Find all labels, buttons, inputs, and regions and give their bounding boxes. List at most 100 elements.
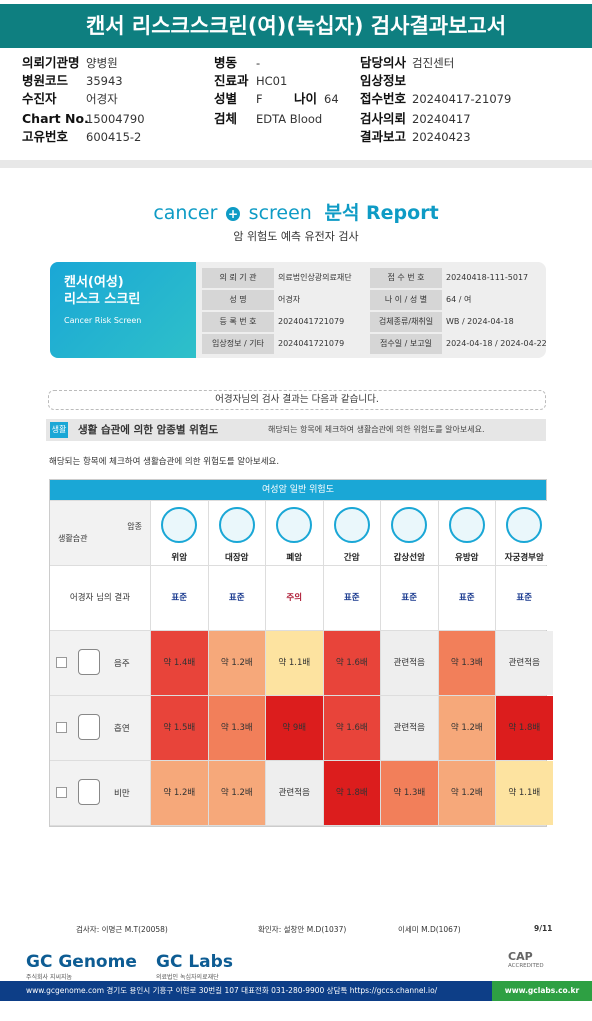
card-field: 등 록 번 호 2024041721079 [202,312,372,332]
footer-address: www.gcgenome.com 경기도 용인시 기흥구 이현로 30번길 10… [26,986,438,995]
info-label: 병원코드 [22,73,69,88]
card-title2: 리스크 스크린 [64,292,141,307]
card-field: 접 수 번 호 20240418-111-5017 [370,268,540,288]
info-value: 600415-2 [86,130,142,144]
info-value: 20240417-21079 [412,92,512,106]
patient-info: 의뢰기관명 양병원 병원코드 35943 수진자 어경자 Chart No. 15004790… [0,54,592,154]
cancer-name: 대장암 [225,553,249,563]
risk-cell: 약 1.2배 [438,696,495,760]
risk-cell: 약 1.1배 [266,631,323,695]
habit-name: 음주 [114,659,130,669]
organ-icon [333,507,370,543]
field-value: 의료법인상광의료재단 [278,273,352,282]
info-label: 고유번호 [22,129,69,144]
risk-cell: 약 1.3배 [381,761,438,825]
examiner: 검사자: 이명근 M.T(20058) [76,925,168,934]
info-value: EDTA Blood [256,112,323,126]
cigarette-icon [78,714,100,740]
cancer-name: 갑상선암 [393,553,425,563]
footer-bar: www.gcgenome.com 경기도 용인시 기흥구 이현로 30번길 10… [0,981,592,1001]
field-key: 등 록 번 호 [202,312,274,332]
result-value: 표준 [208,566,265,630]
risk-cell: 약 1.8배 [496,696,553,760]
info-label: 담당의사 [360,55,407,70]
corner-habit-label: 생활습관 [58,534,88,543]
info-value: 20240423 [412,130,471,144]
habit-row-label: 비만 [50,761,150,825]
cancer-column-header: 갑상선암 [381,501,438,565]
info-label: 결과보고 [360,129,407,144]
card-field: 접수일 / 보고일 2024-04-18 / 2024-04-22 [370,334,547,354]
gc-genome-logo: GC Genome 주식회사 지씨지놈 [26,952,137,981]
section-title: 생활 습관에 의한 암종별 위험도 [78,424,219,436]
result-value: 표준 [151,566,208,630]
table-header: 여성암 일반 위험도 [50,480,546,500]
section-header: 생활 생활 습관에 의한 암종별 위험도 해당되는 항목에 체크하여 생활습관에… [46,419,546,441]
field-key: 접수일 / 보고일 [370,334,442,354]
risk-cell: 약 1.2배 [438,761,495,825]
card-field: 임상정보 / 기타 2024041721079 [202,334,372,354]
result-value: 주의 [266,566,323,630]
page-number: 9/11 [534,924,553,933]
info-label: 검사의뢰 [360,111,407,126]
age-value: 64 [324,92,339,106]
risk-cell: 약 1.5배 [151,696,208,760]
organ-icon [276,507,313,543]
info-label: 성별 [214,91,238,106]
risk-cell: 약 1.2배 [208,761,265,825]
organ-icon [506,507,543,543]
report-title: 캔서 리스크스크린(여)(녹십자) 검사결과보고서 [0,4,592,48]
field-value: 2024041721079 [278,339,345,348]
cancer-name: 폐암 [286,553,303,563]
card-subtitle: Cancer Risk Screen [64,316,142,325]
risk-cell: 관련적음 [496,631,553,695]
info-value: 어경자 [86,92,118,106]
footer-site-link[interactable]: www.gclabs.co.kr [492,981,592,1001]
lifestyle-icon: 생활 [50,422,68,438]
report-subtitle: 암 위험도 예측 유전자 검사 [233,230,359,243]
confirmer-2: 이세미 M.D(1067) [398,925,461,934]
plus-icon: + [226,206,241,221]
field-value: 2024-04-18 / 2024-04-22 [446,339,547,348]
risk-cell: 관련적음 [381,631,438,695]
corner-cancer-label: 암종 [127,522,142,531]
logo-cancer: cancer [153,202,218,224]
risk-cell: 약 9배 [266,696,323,760]
bottle-icon [78,649,100,675]
cancer-name: 간암 [343,553,360,563]
field-key: 나 이 / 성 별 [370,290,442,310]
result-value: 표준 [323,566,380,630]
habit-checkbox[interactable] [56,787,67,798]
cap-logo: CAP ACCREDITED [508,950,544,969]
risk-cell: 약 1.6배 [323,631,380,695]
habit-checkbox[interactable] [56,657,67,668]
field-value: WB / 2024-04-18 [446,317,514,326]
cancer-column-header: 폐암 [266,501,323,565]
logo-screen: screen [248,202,312,224]
info-label: 의뢰기관명 [22,55,80,70]
info-label: 임상정보 [360,73,407,88]
field-value: 64 / 여 [446,295,472,304]
cancer-name: 자궁경부암 [504,553,544,563]
result-value: 표준 [496,566,553,630]
risk-cell: 약 1.2배 [208,631,265,695]
info-value: 15004790 [86,112,145,126]
result-row-label: 어경자 님의 결과 [50,566,150,630]
cancer-name: 유방암 [455,553,479,563]
age-label: 나이 [294,91,318,106]
cancer-column-header: 대장암 [208,501,265,565]
risk-cell: 관련적음 [266,761,323,825]
info-value: 20240417 [412,112,471,126]
habit-checkbox[interactable] [56,722,67,733]
info-value: HC01 [256,74,288,88]
cancer-name: 위암 [171,553,188,563]
card-field: 검체종류/채취일 WB / 2024-04-18 [370,312,540,332]
risk-cell: 약 1.3배 [208,696,265,760]
body-icon [78,779,100,805]
cancer-screen-logo: cancer + screen 분석 Report [0,198,592,225]
risk-cell: 약 1.4배 [151,631,208,695]
cancer-column-header: 자궁경부암 [496,501,553,565]
info-value: 검진센터 [412,56,455,70]
